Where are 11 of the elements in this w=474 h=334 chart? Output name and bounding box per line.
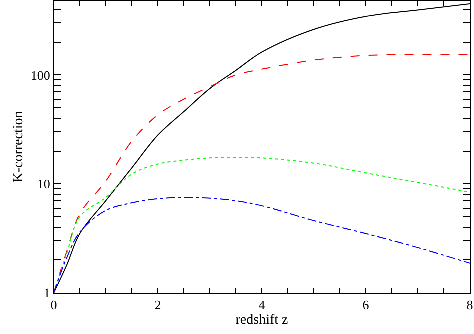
- x-tick-label: 2: [154, 298, 162, 313]
- x-axis-title: redshift z: [236, 312, 288, 328]
- x-tick-label: 0: [50, 298, 58, 313]
- y-tick-label: 100: [30, 68, 50, 83]
- y-axis-title: K-correction: [12, 111, 26, 183]
- y-tick-label: 1: [44, 286, 50, 301]
- x-tick-label: 4: [258, 298, 266, 313]
- y-tick-label: 10: [37, 176, 50, 192]
- x-tick-label: 6: [362, 298, 370, 313]
- x-tick-label: 8: [466, 298, 474, 313]
- line-series: [54, 197, 470, 293]
